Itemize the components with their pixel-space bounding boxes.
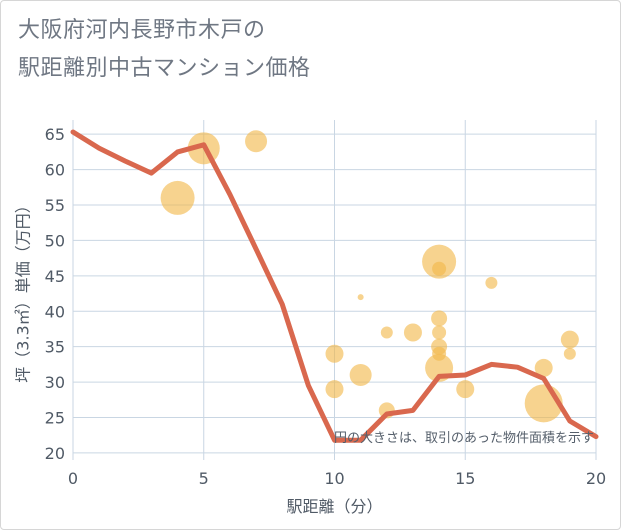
- y-tick-label: 50: [45, 231, 65, 250]
- y-tick-label: 55: [45, 196, 65, 215]
- data-bubble[interactable]: [380, 326, 393, 339]
- y-tick-label: 30: [45, 373, 65, 392]
- data-bubble[interactable]: [325, 344, 344, 363]
- y-tick-label: 25: [45, 409, 65, 428]
- data-bubble[interactable]: [560, 330, 579, 349]
- data-bubble[interactable]: [325, 380, 344, 399]
- data-bubble[interactable]: [431, 310, 448, 327]
- tick-labels: 0 5 10 15 20 20 25 30 35 40 45 50 55 60 65: [45, 125, 607, 488]
- x-tick-label: 20: [586, 469, 606, 488]
- data-bubble[interactable]: [563, 347, 576, 360]
- chart-title: 大阪府河内長野市木戸の 駅距離別中古マンション価格: [18, 12, 311, 88]
- y-axis-label: 坪（3.3㎡）単価（万円）: [14, 197, 33, 382]
- data-bubble[interactable]: [432, 261, 447, 276]
- data-bubble[interactable]: [349, 364, 372, 386]
- data-bubble[interactable]: [160, 180, 195, 215]
- x-tick-label: 0: [68, 469, 78, 488]
- data-bubble[interactable]: [485, 276, 498, 289]
- data-bubble[interactable]: [403, 323, 422, 342]
- size-legend-note: 円の大きさは、取引のあった物件面積を示す: [334, 431, 594, 446]
- x-tick-label: 15: [455, 469, 475, 488]
- data-bubble[interactable]: [245, 130, 268, 153]
- y-tick-label: 20: [45, 444, 65, 463]
- x-tick-label: 5: [199, 469, 209, 488]
- y-tick-label: 45: [45, 267, 65, 286]
- bubble-series: [160, 130, 579, 423]
- y-tick-label: 35: [45, 338, 65, 357]
- average-price-line[interactable]: [70, 129, 599, 443]
- y-tick-label: 65: [45, 125, 65, 144]
- data-bubble[interactable]: [534, 358, 553, 377]
- data-bubble[interactable]: [422, 244, 457, 279]
- y-tick-label: 60: [45, 161, 65, 180]
- y-tick-label: 40: [45, 302, 65, 321]
- data-bubble[interactable]: [357, 294, 364, 301]
- x-tick-label: 10: [324, 469, 344, 488]
- data-bubble[interactable]: [456, 380, 475, 399]
- data-bubble[interactable]: [432, 325, 447, 340]
- average-line-series: [70, 129, 599, 443]
- chart-title-line1: 大阪府河内長野市木戸の: [18, 18, 266, 43]
- chart-title-line2: 駅距離別中古マンション価格: [18, 56, 311, 81]
- x-axis-label: 駅距離（分）: [286, 497, 382, 516]
